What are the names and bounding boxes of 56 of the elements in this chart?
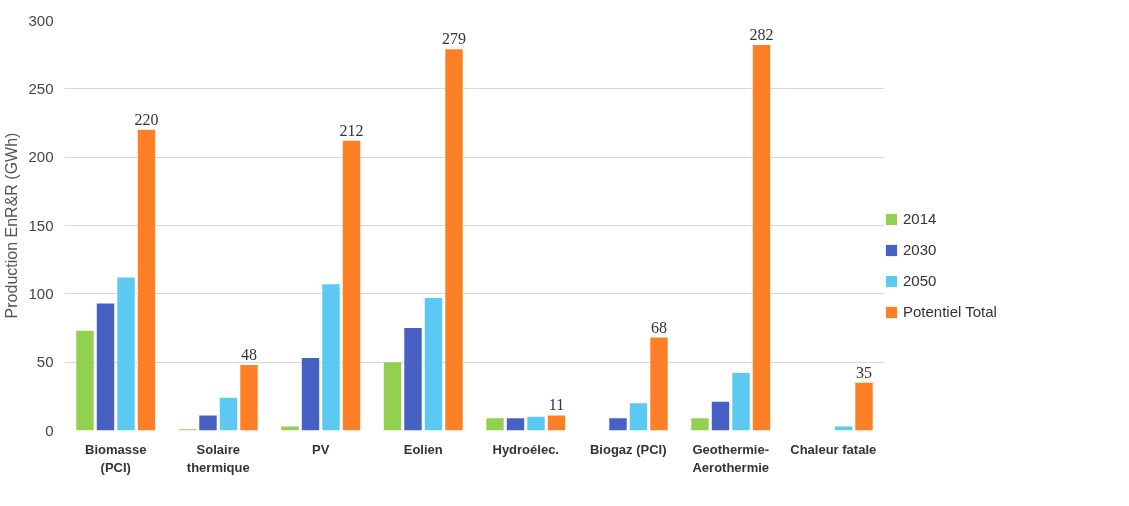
bar [219, 397, 238, 431]
data-label: 11 [548, 396, 565, 414]
bar [752, 45, 771, 431]
bar [834, 426, 853, 431]
bar [404, 328, 422, 431]
bar [486, 418, 504, 431]
y-tick-label: 300 [28, 11, 54, 29]
x-tick-label: Eolien [403, 441, 443, 457]
legend-label: 2014 [903, 210, 937, 227]
x-tick-label: Biomasse (PCI) [85, 441, 147, 475]
data-label: 35 [856, 363, 872, 381]
x-tick-label: Geothermie- Aerothermie [692, 441, 770, 475]
x-tick-label: Hydroélec. [492, 441, 559, 457]
data-label: 48 [241, 345, 257, 363]
y-tick-label: 50 [36, 353, 54, 371]
data-label: 212 [339, 121, 364, 139]
bar [711, 401, 730, 431]
y-tick-label: 0 [45, 421, 54, 439]
bar [301, 358, 320, 431]
y-axis-title: Production EnR&R (GWh) [3, 132, 21, 319]
x-tick-label: Chaleur fatale [790, 441, 877, 457]
y-tick-label: 150 [28, 216, 54, 234]
bar [117, 277, 135, 431]
legend-label: 2030 [903, 241, 937, 258]
bar [732, 373, 750, 431]
bar [527, 416, 545, 431]
bar [424, 297, 443, 431]
data-label: 68 [651, 318, 667, 336]
bar [76, 330, 94, 431]
bar [199, 415, 217, 431]
bar [137, 129, 156, 431]
y-tick-label: 200 [28, 148, 54, 166]
y-tick-label: 250 [28, 79, 54, 97]
x-tick-label: Biogaz (PCI) [589, 441, 667, 457]
bar [383, 362, 402, 431]
bar [342, 140, 361, 431]
bar [691, 418, 709, 431]
legend-label: 2050 [903, 272, 937, 289]
y-tick-label: 100 [28, 284, 54, 302]
x-tick-label: PV [312, 441, 330, 457]
x-tick-label: Solaire thermique [186, 441, 250, 475]
legend-label: Potentiel Total [903, 303, 997, 320]
bar [445, 49, 463, 431]
bar [609, 418, 627, 431]
bar [855, 382, 873, 431]
bar [281, 426, 299, 431]
data-label: 282 [749, 26, 774, 44]
data-label: 220 [134, 110, 159, 128]
bar [506, 418, 525, 431]
bar [322, 284, 340, 431]
bar [650, 337, 668, 431]
bar [96, 303, 115, 431]
bar [547, 415, 566, 431]
data-label: 279 [442, 30, 466, 48]
bar [629, 403, 648, 431]
bar [240, 364, 258, 431]
